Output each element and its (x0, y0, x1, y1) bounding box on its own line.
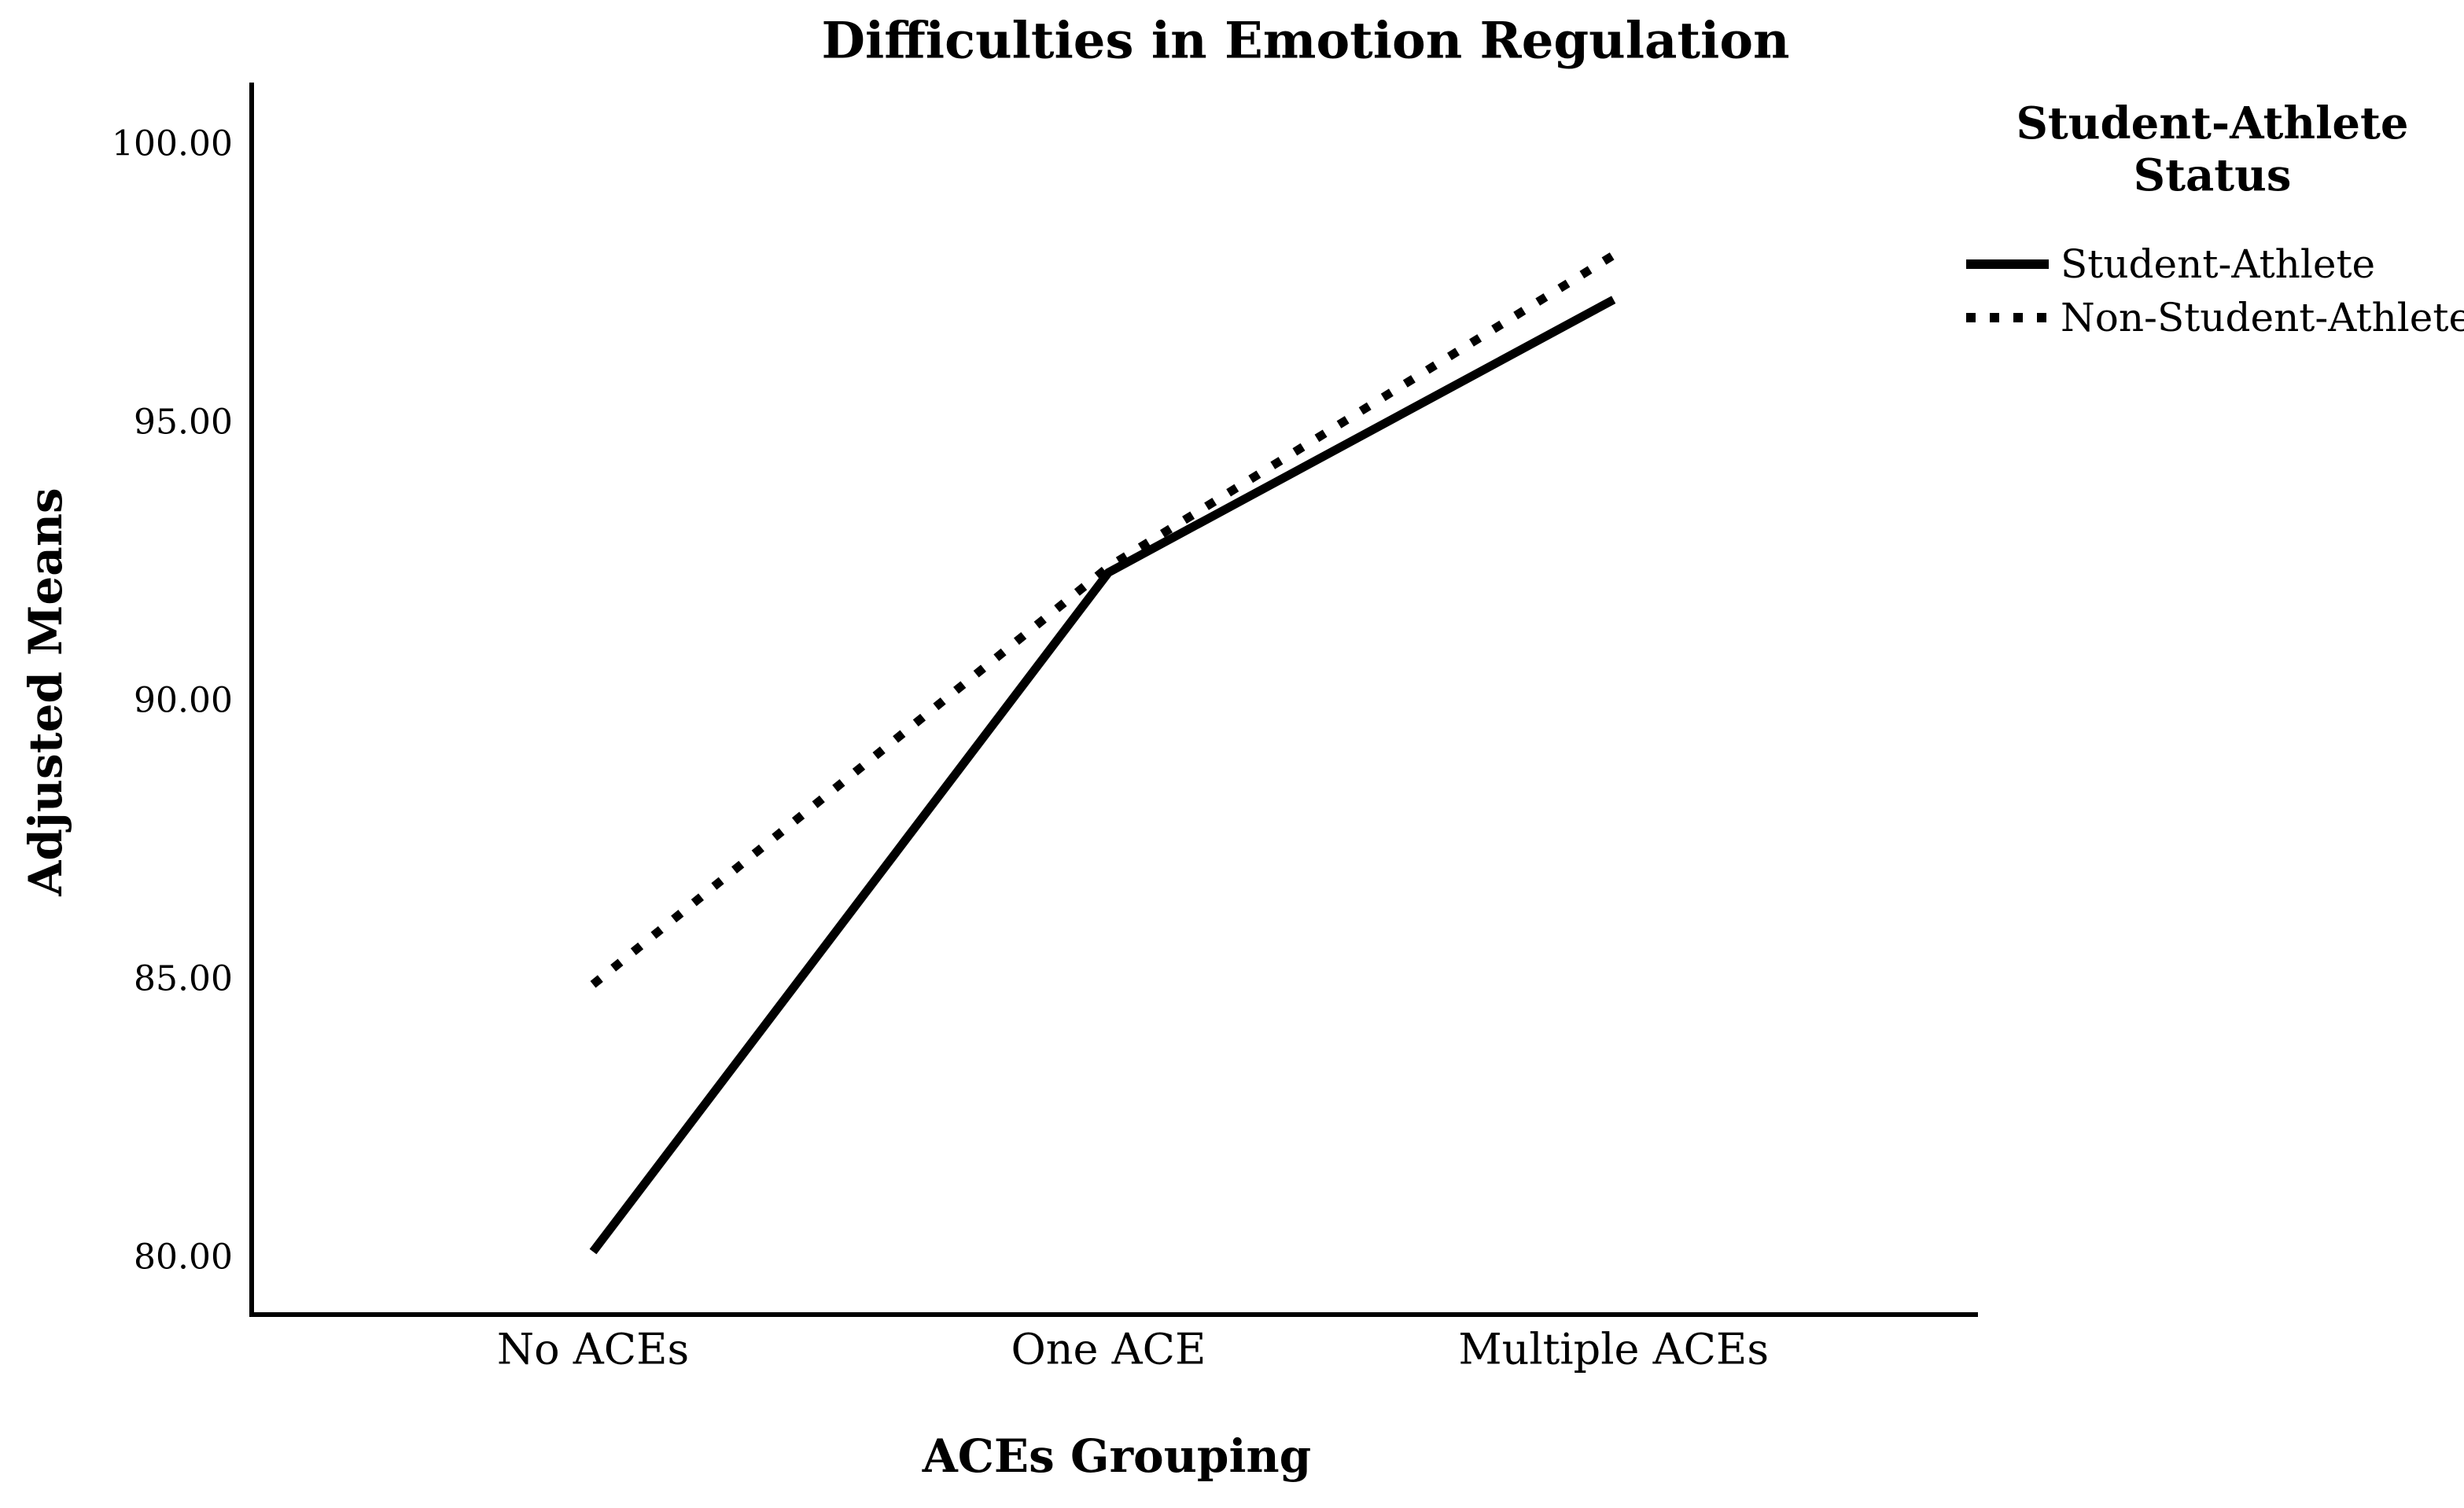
series-line-non-student-athlete (590, 251, 1616, 988)
y-axis-title: Adjusted Means (19, 487, 72, 896)
x-axis-title: ACEs Grouping (922, 1429, 1311, 1483)
x-tick-label: One ACE (1011, 1325, 1206, 1374)
series-lines (589, 251, 1616, 1255)
y-tick-label: 100.00 (112, 123, 233, 164)
legend-title: Student-Athlete (2016, 97, 2408, 149)
y-tick-label: 85.00 (134, 959, 233, 999)
x-tick-labels: No ACEs One ACE Multiple ACEs (497, 1325, 1769, 1374)
x-tick-label: Multiple ACEs (1458, 1325, 1769, 1374)
legend-item-label: Student-Athlete (2061, 241, 2375, 287)
y-tick-label: 80.00 (134, 1238, 233, 1278)
legend-title: Status (2134, 149, 2292, 201)
series-line-student-athlete (589, 296, 1616, 1255)
y-tick-labels: 80.00 85.00 90.00 95.00 100.00 (112, 123, 233, 1277)
x-tick-label: No ACEs (497, 1325, 689, 1374)
legend: Student-AthleteStatusStudent-AthleteNon-… (1966, 97, 2464, 340)
y-tick-label: 95.00 (134, 402, 233, 442)
y-tick-label: 90.00 (134, 680, 233, 720)
chart-title: Difficulties in Emotion Regulation (821, 12, 1789, 71)
legend-item-label: Non-Student-Athlete (2061, 295, 2464, 340)
